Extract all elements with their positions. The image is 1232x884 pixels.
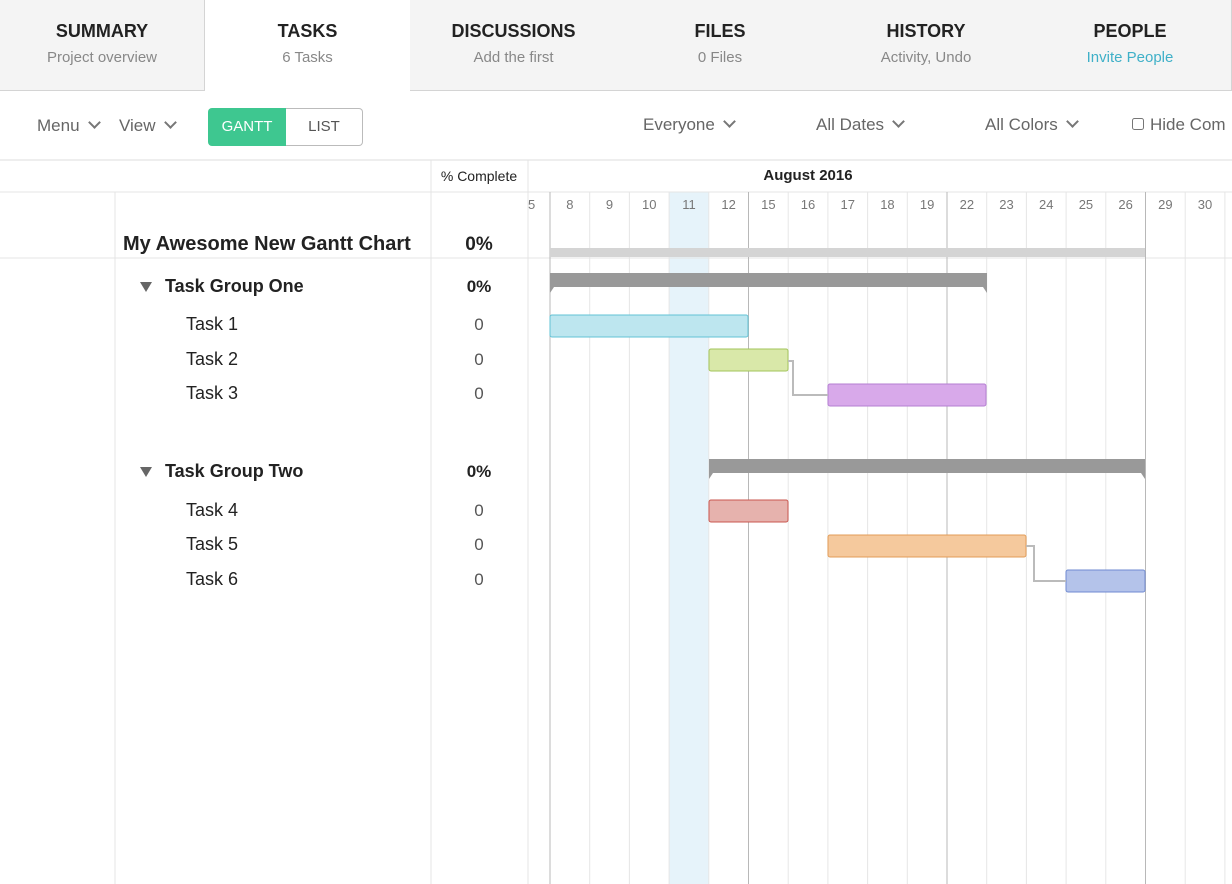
group-name: Task Group Two bbox=[165, 461, 304, 481]
dependency bbox=[1026, 545, 1066, 582]
task-name: Task 2 bbox=[186, 349, 239, 369]
tab-subtitle: 6 Tasks bbox=[282, 49, 333, 66]
view-label: View bbox=[119, 116, 156, 135]
task-complete: 0 bbox=[474, 384, 484, 403]
group-name: Task Group One bbox=[165, 276, 304, 296]
day-label: 23 bbox=[999, 197, 1014, 212]
dependency bbox=[788, 360, 828, 396]
day-label: 24 bbox=[1039, 197, 1054, 212]
task-complete: 0 bbox=[474, 350, 484, 369]
tab-title: SUMMARY bbox=[55, 21, 149, 41]
task-name: Task 4 bbox=[186, 500, 239, 520]
tab[interactable]: SUMMARY Project overview bbox=[0, 0, 205, 91]
group-toggle[interactable] bbox=[140, 467, 152, 477]
tab-subtitle: Add the first bbox=[473, 49, 554, 66]
tab[interactable]: PEOPLE Invite People bbox=[1029, 0, 1232, 91]
day-label: 26 bbox=[1118, 197, 1133, 212]
tab-title: PEOPLE bbox=[1093, 21, 1167, 41]
task-name: Task 3 bbox=[186, 383, 239, 403]
task-bar[interactable] bbox=[827, 534, 1027, 558]
filter-label: All Dates bbox=[816, 115, 885, 134]
hide-label: Hide Com bbox=[1150, 115, 1226, 134]
tab-title: DISCUSSIONS bbox=[451, 21, 576, 41]
task-complete: 0 bbox=[474, 535, 484, 554]
filter-everyone[interactable]: Everyone bbox=[643, 115, 736, 135]
tab-subtitle: 0 Files bbox=[697, 49, 743, 66]
task-bar[interactable] bbox=[549, 314, 749, 338]
day-label: 22 bbox=[959, 197, 975, 212]
percent-header: % Complete bbox=[440, 168, 518, 184]
day-label: 15 bbox=[761, 197, 776, 212]
tab-title: TASKS bbox=[277, 21, 338, 41]
task-bar[interactable] bbox=[1065, 569, 1146, 593]
group-bar bbox=[550, 273, 987, 293]
menu-button[interactable]: Menu bbox=[37, 116, 101, 136]
task-name: Task 1 bbox=[186, 314, 239, 334]
task-bar[interactable] bbox=[708, 499, 789, 523]
day-label: 30 bbox=[1197, 197, 1213, 212]
day-label: 10 bbox=[642, 197, 657, 212]
gantt-toggle[interactable]: GANTT bbox=[208, 108, 286, 146]
tab[interactable]: TASKS 6 Tasks bbox=[204, 0, 411, 91]
group-bar bbox=[709, 459, 1145, 479]
day-label: 9 bbox=[605, 197, 614, 212]
checkbox[interactable] bbox=[1132, 118, 1144, 130]
menu-label: Menu bbox=[37, 116, 80, 135]
project-bar bbox=[550, 248, 1145, 257]
day-label: 25 bbox=[1078, 197, 1094, 212]
day-label: 19 bbox=[919, 197, 935, 212]
task-name: Task 5 bbox=[186, 534, 239, 554]
filter-dates[interactable]: All Dates bbox=[816, 115, 905, 135]
month-label: August 2016 bbox=[763, 167, 853, 184]
day-label: 12 bbox=[721, 197, 736, 212]
task-bar[interactable] bbox=[827, 383, 987, 407]
day-label: 11 bbox=[682, 197, 696, 212]
filter-colors[interactable]: All Colors bbox=[985, 115, 1079, 135]
task-complete: 0 bbox=[474, 501, 484, 520]
group-toggle[interactable] bbox=[140, 282, 152, 292]
project-name: My Awesome New Gantt Chart bbox=[123, 233, 411, 255]
view-button[interactable]: View bbox=[119, 116, 177, 136]
tab-title: FILES bbox=[694, 21, 746, 41]
filter-label: Everyone bbox=[643, 115, 715, 134]
group-complete: 0% bbox=[466, 462, 492, 481]
day-label: 17 bbox=[840, 197, 855, 212]
tab-subtitle: Activity, Undo bbox=[880, 49, 972, 66]
task-name: Task 6 bbox=[186, 569, 239, 589]
task-complete: 0 bbox=[474, 315, 484, 334]
tab-subtitle[interactable]: Invite People bbox=[1086, 49, 1174, 66]
day-label: 16 bbox=[800, 197, 816, 212]
hide-completed[interactable]: Hide Com bbox=[1132, 115, 1226, 135]
project-complete: 0% bbox=[465, 234, 493, 255]
filter-label: All Colors bbox=[985, 115, 1058, 134]
day-label: 5 bbox=[528, 197, 536, 212]
list-toggle[interactable]: LIST bbox=[286, 108, 363, 146]
today-column bbox=[669, 192, 709, 884]
day-label: 29 bbox=[1158, 197, 1173, 212]
tab[interactable]: FILES 0 Files bbox=[617, 0, 824, 91]
day-label: 18 bbox=[880, 197, 895, 212]
tab[interactable]: DISCUSSIONS Add the first bbox=[410, 0, 618, 91]
task-bar[interactable] bbox=[708, 348, 789, 372]
tab-title: HISTORY bbox=[886, 21, 966, 41]
group-complete: 0% bbox=[466, 277, 492, 296]
task-complete: 0 bbox=[474, 570, 484, 589]
tab-subtitle: Project overview bbox=[46, 49, 158, 66]
tab[interactable]: HISTORY Activity, Undo bbox=[823, 0, 1030, 91]
day-label: 8 bbox=[566, 197, 574, 212]
